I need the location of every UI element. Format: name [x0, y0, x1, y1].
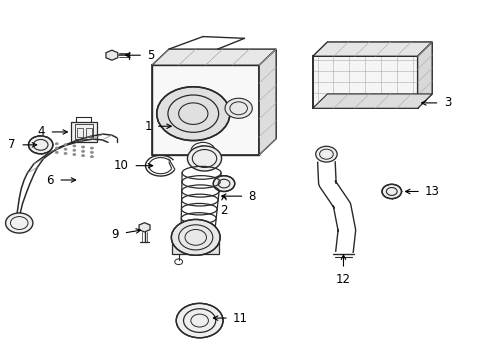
Text: 8: 8	[248, 190, 255, 203]
Bar	[77, 128, 83, 137]
Circle shape	[224, 98, 252, 118]
Circle shape	[28, 136, 53, 154]
Text: 4: 4	[37, 125, 44, 139]
Text: 6: 6	[46, 174, 53, 186]
Text: 3: 3	[444, 96, 451, 109]
Polygon shape	[312, 42, 431, 56]
Polygon shape	[312, 94, 431, 108]
Bar	[86, 128, 92, 137]
Circle shape	[73, 149, 76, 151]
Circle shape	[73, 153, 76, 156]
Circle shape	[73, 145, 76, 147]
Circle shape	[81, 150, 84, 152]
Circle shape	[90, 156, 93, 158]
Circle shape	[55, 143, 58, 145]
Circle shape	[187, 146, 221, 171]
Text: 10: 10	[113, 159, 128, 172]
Polygon shape	[152, 49, 276, 65]
Bar	[71, 122, 97, 142]
Polygon shape	[106, 50, 118, 60]
Text: 12: 12	[335, 273, 350, 285]
Circle shape	[90, 151, 93, 153]
Circle shape	[176, 303, 223, 338]
Circle shape	[64, 144, 67, 146]
Bar	[172, 233, 219, 253]
Circle shape	[213, 176, 234, 192]
Circle shape	[81, 146, 84, 148]
Text: 2: 2	[220, 204, 227, 217]
Text: 11: 11	[232, 311, 247, 325]
Circle shape	[64, 152, 67, 154]
Circle shape	[64, 148, 67, 150]
Bar	[75, 125, 93, 139]
Circle shape	[171, 220, 220, 255]
Text: 1: 1	[144, 120, 152, 133]
Circle shape	[5, 213, 33, 233]
Circle shape	[90, 147, 93, 149]
Polygon shape	[259, 49, 276, 155]
Text: 9: 9	[111, 228, 119, 241]
Circle shape	[55, 151, 58, 153]
Polygon shape	[139, 223, 150, 232]
Polygon shape	[312, 56, 417, 108]
Polygon shape	[152, 65, 259, 155]
Circle shape	[81, 154, 84, 157]
Polygon shape	[417, 42, 431, 108]
Text: 13: 13	[424, 185, 439, 198]
Circle shape	[315, 146, 336, 162]
Circle shape	[157, 87, 229, 140]
Circle shape	[55, 147, 58, 149]
Circle shape	[381, 184, 401, 199]
Text: 7: 7	[8, 138, 15, 151]
Text: 5: 5	[147, 49, 154, 62]
